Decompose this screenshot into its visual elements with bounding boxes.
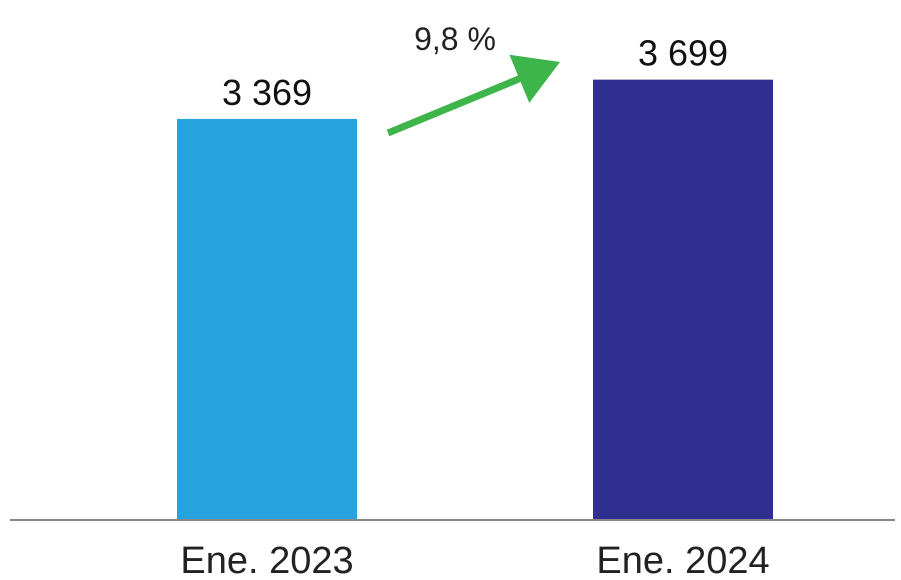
labels-layer: 3 369 Ene. 2023 3 699 Ene. 2024: [180, 33, 769, 580]
x-tick-label: Ene. 2023: [180, 540, 353, 580]
bar-value-label: 3 699: [638, 33, 728, 74]
x-tick-label: Ene. 2024: [596, 540, 769, 580]
arrow-up-icon: [509, 54, 560, 103]
change-indicator: 9,8 %: [386, 21, 560, 137]
bar-value-label: 3 369: [222, 72, 312, 113]
bars-layer: [177, 79, 773, 521]
bar-2: [593, 79, 773, 521]
bar-1: [177, 118, 357, 520]
arrow-up-shaft: [386, 74, 525, 137]
change-percent-label: 9,8 %: [414, 21, 496, 57]
